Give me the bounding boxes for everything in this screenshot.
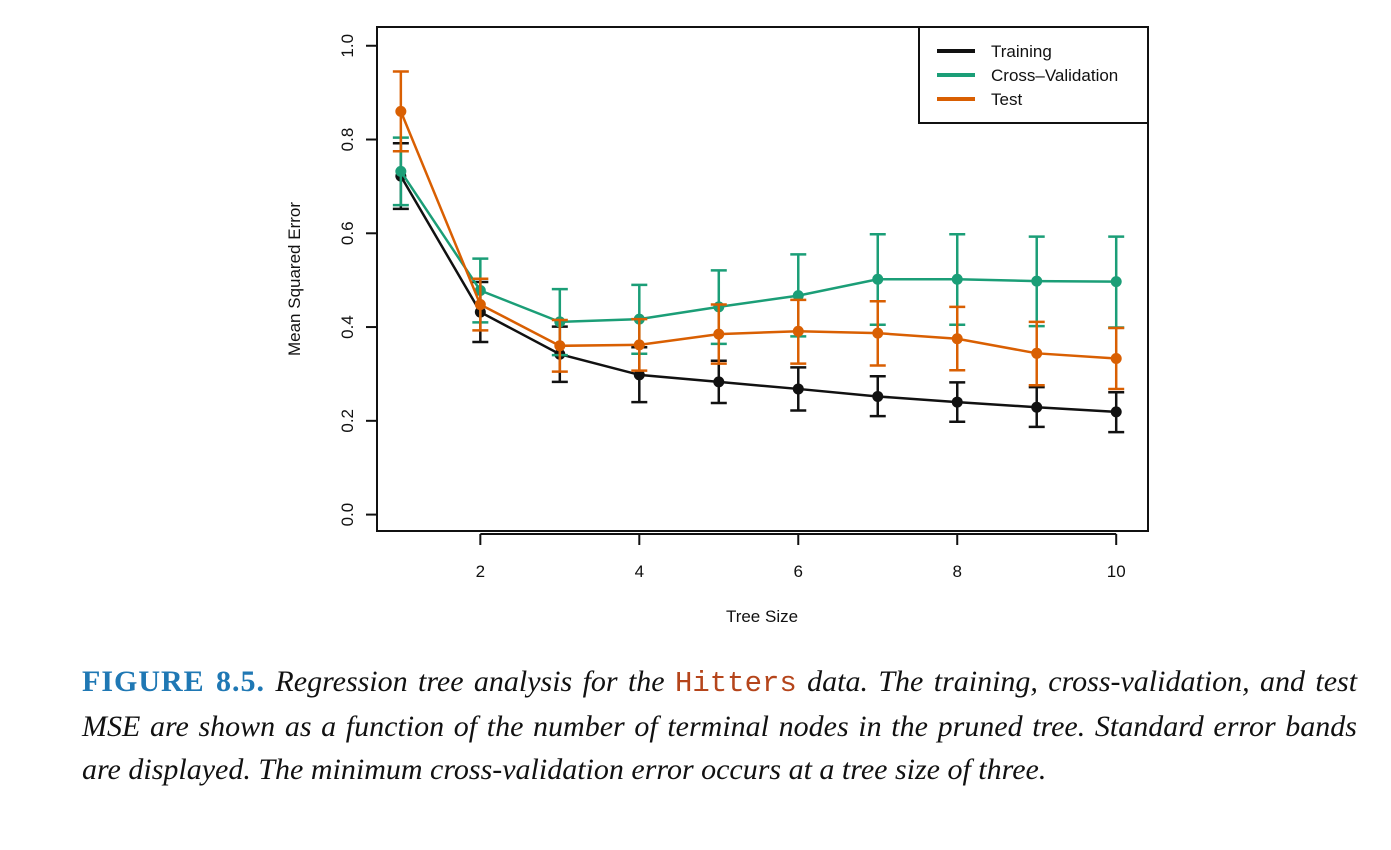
y-tick-label: 0.8 bbox=[338, 128, 357, 152]
y-tick-label: 0.0 bbox=[338, 503, 357, 527]
figure-caption: FIGURE 8.5. Regression tree analysis for… bbox=[82, 660, 1357, 791]
series-test bbox=[392, 70, 1125, 391]
data-point bbox=[1110, 276, 1122, 288]
data-point bbox=[951, 273, 963, 285]
series-line bbox=[399, 110, 1117, 360]
data-point bbox=[792, 383, 804, 395]
data-point bbox=[872, 327, 884, 339]
data-point bbox=[792, 325, 804, 337]
x-tick-label: 6 bbox=[794, 562, 803, 581]
y-tick-label: 0.6 bbox=[338, 221, 357, 245]
data-point bbox=[1031, 347, 1043, 359]
x-axis-label: Tree Size bbox=[726, 607, 798, 626]
x-tick-label: 10 bbox=[1107, 562, 1126, 581]
data-point bbox=[395, 105, 407, 117]
caption-text-after: data. The training, cross-validation, an… bbox=[82, 665, 1358, 786]
data-point bbox=[1031, 401, 1043, 413]
legend: Training Cross–Validation Test bbox=[918, 26, 1149, 124]
series-line bbox=[399, 175, 1117, 414]
data-point bbox=[395, 165, 407, 177]
data-point bbox=[872, 390, 884, 402]
figure-label: FIGURE 8.5. bbox=[82, 665, 266, 698]
dataset-name: Hitters bbox=[674, 667, 797, 700]
y-tick-label: 1.0 bbox=[338, 34, 357, 58]
x-tick-label: 8 bbox=[953, 562, 962, 581]
data-point bbox=[951, 396, 963, 408]
data-point bbox=[474, 299, 486, 311]
data-point bbox=[792, 290, 804, 302]
y-axis-label: Mean Squared Error bbox=[285, 202, 304, 356]
data-point bbox=[713, 376, 725, 388]
data-point bbox=[1031, 275, 1043, 287]
x-tick-label: 4 bbox=[635, 562, 644, 581]
x-tick-label: 2 bbox=[476, 562, 485, 581]
data-point bbox=[872, 273, 884, 285]
data-point bbox=[713, 328, 725, 340]
y-tick-label: 0.2 bbox=[338, 409, 357, 433]
caption-text-before: Regression tree analysis for the bbox=[275, 665, 665, 698]
data-point bbox=[554, 340, 566, 352]
mse-chart: 2 4 6 8 10 0.0 0.2 0.4 0.6 0.8 1.0 Tree Size Mean … bbox=[285, 26, 1149, 626]
data-point bbox=[633, 369, 645, 381]
data-point bbox=[951, 333, 963, 345]
legend-label: Test bbox=[991, 90, 1022, 109]
data-point bbox=[633, 339, 645, 351]
series-training bbox=[392, 142, 1125, 434]
series-line bbox=[399, 170, 1117, 324]
legend-label: Training bbox=[991, 42, 1052, 61]
data-point bbox=[1110, 406, 1122, 418]
y-tick-label: 0.4 bbox=[338, 315, 357, 339]
legend-label: Cross–Validation bbox=[991, 66, 1118, 85]
data-point bbox=[1110, 352, 1122, 364]
